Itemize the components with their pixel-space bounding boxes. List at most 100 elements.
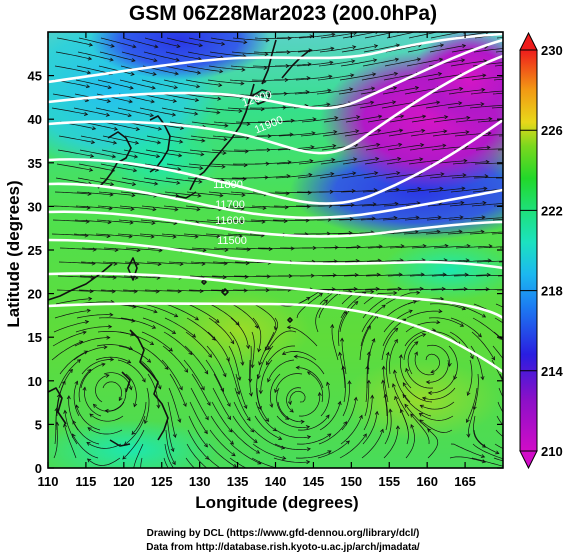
streamline: [79, 149, 116, 158]
streamline-arrow: [219, 69, 224, 74]
streamline: [250, 219, 288, 222]
streamline: [253, 429, 285, 449]
streamline: [317, 440, 350, 459]
streamline-arrow: [168, 347, 173, 352]
streamline-arrow: [439, 43, 445, 48]
streamline-arrow: [204, 443, 208, 448]
streamline-arrow: [505, 75, 508, 78]
credit-drawing: Drawing by DCL (https://www.gfd-dennou.o…: [146, 528, 420, 539]
streamline: [469, 231, 503, 235]
streamline-arrow: [178, 153, 183, 158]
streamline-arrow: [330, 46, 335, 51]
streamline: [382, 216, 419, 221]
streamline: [342, 380, 350, 417]
streamline: [206, 345, 227, 377]
streamline-arrow: [82, 386, 87, 391]
streamline: [230, 317, 249, 349]
streamline-arrow: [258, 361, 263, 366]
contour-line: [48, 118, 503, 205]
streamline-arrow: [437, 215, 442, 220]
colorbar-label: 218: [541, 284, 563, 299]
streamline-arrow: [281, 351, 287, 355]
streamline: [366, 259, 404, 263]
streamline-arrow: [76, 359, 82, 364]
streamline: [209, 303, 240, 326]
streamline-arrow: [306, 204, 311, 209]
streamline-arrow: [131, 430, 136, 435]
streamline: [75, 79, 112, 89]
streamline-arrow: [111, 154, 117, 159]
streamline: [255, 147, 292, 151]
streamline-arrow: [408, 309, 413, 314]
streamline-arrow: [440, 172, 445, 177]
streamline-arrow: [427, 390, 432, 396]
streamline-arrow: [89, 413, 94, 418]
streamline: [208, 65, 245, 71]
streamline: [51, 233, 89, 237]
streamline: [425, 231, 462, 235]
streamline-arrow: [105, 112, 111, 117]
streamline-arrow: [462, 173, 467, 178]
streamline: [449, 202, 486, 207]
streamline: [165, 303, 199, 321]
streamline: [492, 345, 503, 360]
streamline-arrow: [461, 44, 467, 49]
streamline: [87, 427, 123, 435]
streamline: [386, 352, 390, 389]
streamline: [229, 79, 266, 83]
streamline: [405, 321, 440, 333]
contour-line: [48, 54, 503, 155]
streamline-arrow: [135, 126, 141, 131]
streamline-arrow: [293, 354, 298, 359]
streamline-arrow: [150, 99, 155, 104]
streamline-arrow: [343, 421, 347, 426]
streamline: [213, 247, 251, 250]
streamline-arrow: [392, 86, 398, 91]
streamline: [98, 317, 135, 322]
colorbar-label: 214: [541, 364, 563, 379]
streamline: [234, 261, 272, 264]
streamline-arrow: [327, 433, 332, 438]
streamline: [472, 443, 503, 460]
streamline-arrow: [172, 234, 177, 239]
streamline: [404, 87, 441, 95]
streamline: [367, 245, 404, 249]
streamline-arrow: [174, 71, 179, 76]
streamline-arrow: [481, 313, 487, 318]
streamline: [210, 289, 248, 291]
streamline-arrow: [155, 154, 161, 159]
streamline-arrow: [132, 44, 137, 49]
streamline: [146, 135, 183, 143]
streamline: [474, 162, 503, 165]
streamline-arrow: [383, 393, 388, 398]
streamline: [118, 345, 151, 363]
streamline: [320, 158, 357, 165]
streamline: [208, 443, 237, 468]
streamline-arrow: [132, 168, 138, 173]
streamline-arrow: [200, 152, 205, 157]
streamline-arrow: [486, 145, 491, 150]
streamline-arrow: [366, 351, 371, 356]
streamline: [493, 204, 503, 207]
colorbar-label: 230: [541, 43, 563, 58]
streamline-arrow: [398, 354, 403, 359]
streamline: [81, 359, 114, 375]
streamline-arrow: [85, 84, 91, 89]
streamline-arrow: [129, 220, 134, 225]
streamline: [474, 289, 503, 291]
streamline-arrow: [506, 61, 509, 64]
streamline: [169, 373, 187, 407]
streamline: [298, 159, 335, 165]
streamline: [249, 359, 252, 396]
streamline: [254, 161, 291, 165]
streamline-arrow: [79, 340, 84, 345]
streamline: [467, 401, 477, 438]
streamline: [121, 51, 157, 62]
streamline-arrow: [393, 71, 399, 76]
streamline-arrow: [375, 157, 380, 162]
streamline-arrow: [356, 115, 361, 120]
streamline: [164, 443, 174, 468]
streamline-arrow: [130, 206, 135, 211]
streamline: [386, 158, 423, 165]
streamline: [207, 331, 230, 361]
